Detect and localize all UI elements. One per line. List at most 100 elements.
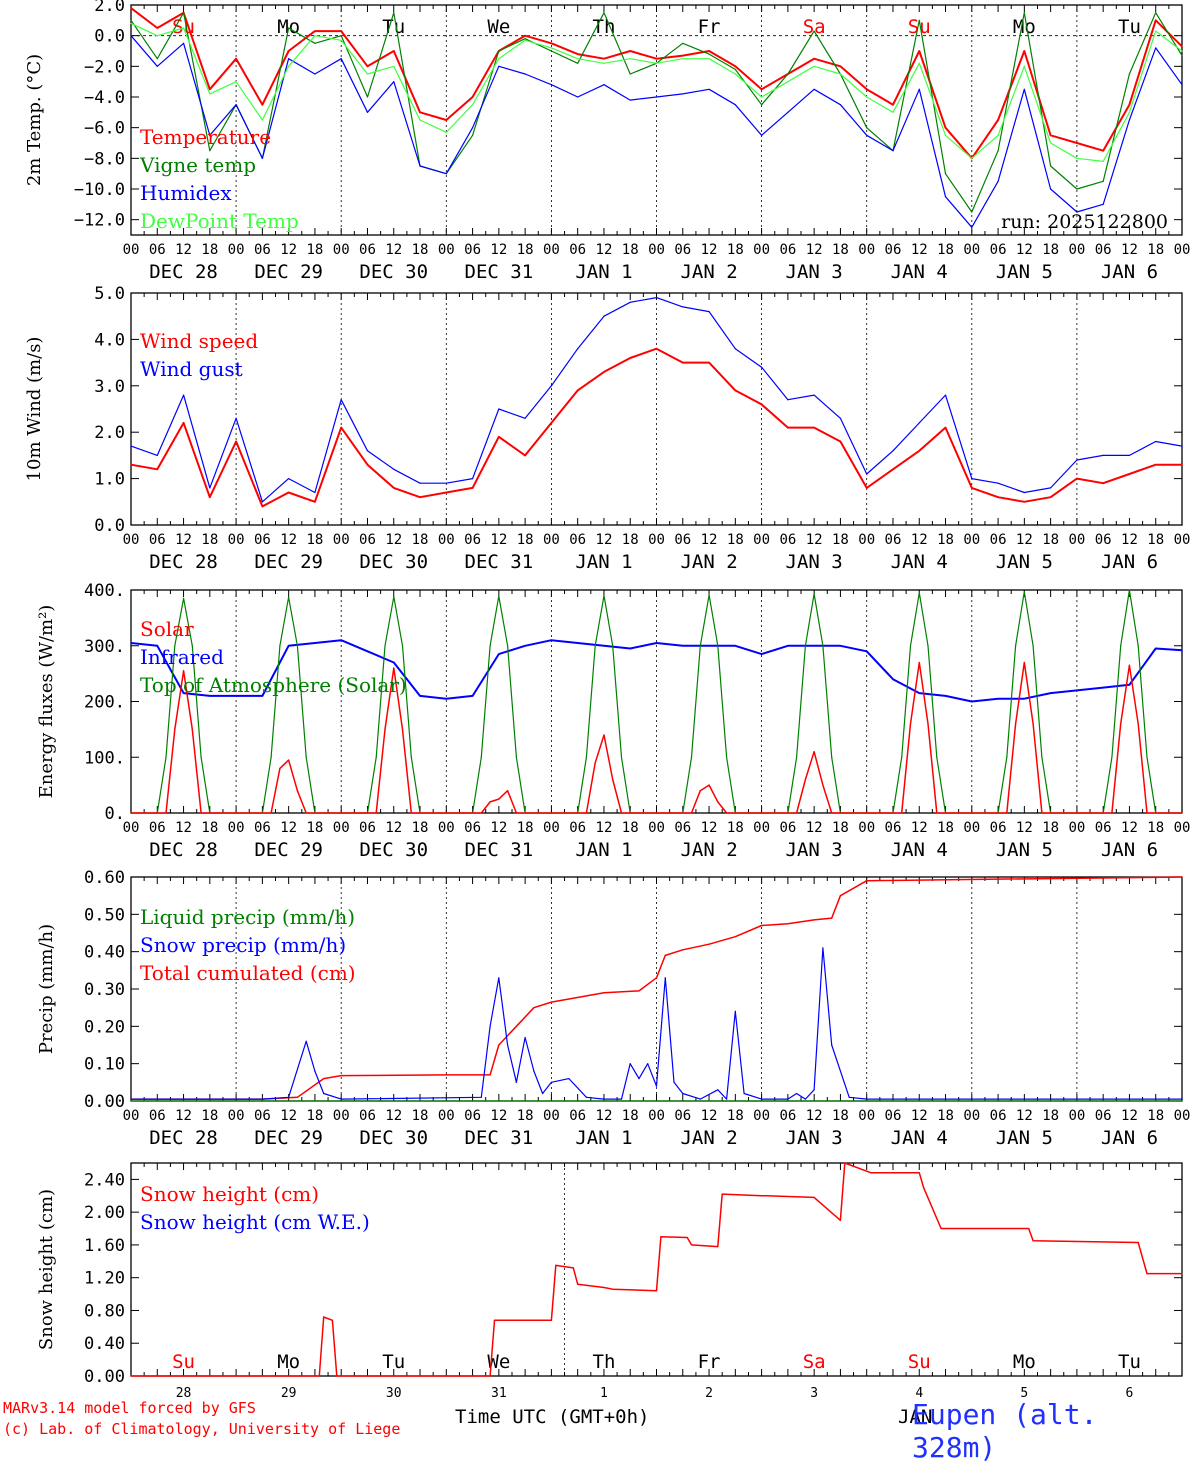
data-point (734, 73, 736, 75)
data-point (944, 173, 947, 175)
hour-label: 00 (123, 1108, 140, 1124)
data-point (524, 35, 526, 37)
data-point (787, 645, 789, 647)
data-point (577, 53, 579, 55)
data-point (1050, 142, 1052, 144)
data-point (708, 310, 710, 313)
day-number: 3 (810, 1386, 818, 1401)
data-point (1181, 876, 1183, 878)
date-label: JAN 4 (891, 1127, 948, 1149)
data-point (743, 1092, 745, 1095)
data-point (971, 211, 973, 213)
data-point (866, 487, 868, 489)
data-point (366, 450, 369, 452)
data-point (603, 1286, 605, 1289)
data-point (507, 790, 509, 792)
data-point (971, 700, 973, 703)
hour-label: 00 (438, 820, 455, 836)
y-tick-label: 2.0 (94, 0, 125, 16)
data-point (1128, 473, 1131, 475)
hour-label: 06 (1095, 242, 1112, 258)
data-point (673, 1081, 675, 1083)
y-tick-label: 300. (84, 637, 125, 657)
date-label: JAN 1 (575, 261, 632, 283)
data-point (839, 812, 842, 814)
data-point (796, 756, 798, 758)
data-point (524, 39, 526, 41)
hour-label: 06 (674, 532, 691, 548)
data-point (603, 12, 605, 14)
data-point (1137, 1241, 1139, 1244)
data-point (209, 150, 211, 152)
data-point (314, 491, 316, 494)
data-point (279, 767, 281, 770)
hour-label: 00 (1174, 1108, 1191, 1124)
hour-label: 00 (228, 242, 245, 258)
data-point (944, 196, 947, 198)
hour-label: 00 (753, 242, 770, 258)
data-point (366, 464, 369, 466)
y-tick-label: 1.20 (84, 1269, 125, 1289)
data-point (375, 812, 377, 814)
data-point (629, 301, 631, 303)
data-point (936, 812, 938, 814)
data-point (182, 597, 185, 599)
hour-label: 06 (569, 532, 586, 548)
data-point (419, 695, 421, 697)
hour-label: 00 (1174, 242, 1191, 258)
data-point (813, 1196, 815, 1199)
data-point (401, 645, 404, 647)
data-point (603, 315, 605, 317)
date-label: DEC 31 (465, 551, 534, 573)
data-point (1014, 645, 1017, 647)
hour-label: 18 (306, 820, 323, 836)
hour-label: 00 (648, 1108, 665, 1124)
data-point (261, 505, 263, 508)
hour-label: 06 (569, 242, 586, 258)
data-point (577, 389, 579, 392)
data-point (761, 1195, 763, 1197)
data-point (761, 366, 763, 368)
hour-label: 00 (543, 532, 560, 548)
data-point (655, 96, 658, 98)
data-point (340, 812, 342, 814)
data-point (182, 394, 185, 396)
data-point (761, 403, 763, 405)
date-label: JAN 4 (891, 839, 948, 861)
hour-label: 06 (779, 820, 796, 836)
y-tick-label: 100. (84, 748, 125, 768)
data-point (699, 645, 701, 647)
hour-label: 12 (490, 242, 507, 258)
hour-label: 18 (937, 242, 954, 258)
hour-label: 06 (1095, 820, 1112, 836)
day-number: 28 (176, 1386, 192, 1401)
hour-label: 00 (858, 532, 875, 548)
data-point (997, 134, 999, 136)
hour-label: 12 (1016, 1108, 1033, 1124)
date-label: DEC 29 (254, 261, 323, 283)
hour-label: 12 (596, 1108, 613, 1124)
data-point (480, 756, 482, 758)
hour-label: 06 (149, 1108, 166, 1124)
data-point (804, 778, 806, 781)
series-line (130, 347, 1182, 508)
y-tick-label: 1.0 (94, 470, 125, 490)
y-axis-title: 2m Temp. (°C) (24, 54, 45, 186)
data-point (944, 695, 947, 697)
data-point (1076, 142, 1078, 144)
day-letter: Fr (698, 1351, 721, 1373)
data-point (997, 180, 999, 182)
data-point (498, 65, 500, 67)
data-point (909, 645, 912, 647)
data-point (638, 990, 640, 992)
legend-entry: DewPoint Temp (140, 209, 299, 233)
data-point (130, 464, 132, 466)
hour-label: 12 (806, 1108, 823, 1124)
data-point (734, 348, 736, 350)
data-point (612, 1288, 614, 1290)
hour-label: 00 (438, 242, 455, 258)
hour-label: 18 (306, 1108, 323, 1124)
hour-label: 06 (254, 1108, 271, 1124)
data-point (130, 1375, 132, 1377)
data-point (682, 93, 684, 95)
